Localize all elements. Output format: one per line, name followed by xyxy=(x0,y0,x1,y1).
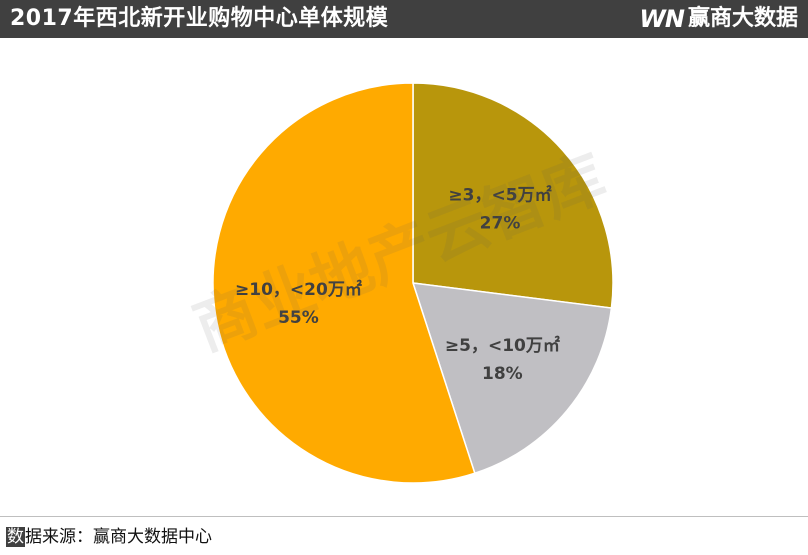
footer-divider xyxy=(0,516,808,517)
brand-mark-icon: WN xyxy=(639,5,685,33)
slice-percent-label: 18% xyxy=(482,364,523,384)
pie-chart-area: ≥3，<5万㎡ 27% ≥5，<10万㎡ 18% ≥10，<20万㎡ 55% xyxy=(0,38,808,508)
brand-name: 赢商大数据 xyxy=(687,6,798,31)
source-note-first-char: 数 xyxy=(6,527,25,547)
pie-slice-3-5 xyxy=(412,82,614,309)
pie-slice-10-20 xyxy=(212,82,476,484)
brand-logo: WN 赢商大数据 xyxy=(639,0,798,38)
slice-category-label: ≥5，<10万㎡ xyxy=(445,335,560,356)
slice-percent-label: 27% xyxy=(480,213,521,233)
header-bar: 2017年西北新开业购物中心单体规模 WN 赢商大数据 xyxy=(0,0,808,38)
slice-category-label: ≥3，<5万㎡ xyxy=(448,184,551,205)
pie-slice-5-10 xyxy=(411,282,613,475)
slice-category-label: ≥10，<20万㎡ xyxy=(235,279,362,300)
source-note: 数据来源：赢商大数据中心 xyxy=(6,524,212,550)
chart-title: 2017年西北新开业购物中心单体规模 xyxy=(10,6,389,31)
source-note-text: 据来源：赢商大数据中心 xyxy=(25,527,212,547)
pie-chart: ≥3，<5万㎡ 27% ≥5，<10万㎡ 18% ≥10，<20万㎡ 55% xyxy=(212,82,614,484)
slice-percent-label: 55% xyxy=(278,308,319,328)
